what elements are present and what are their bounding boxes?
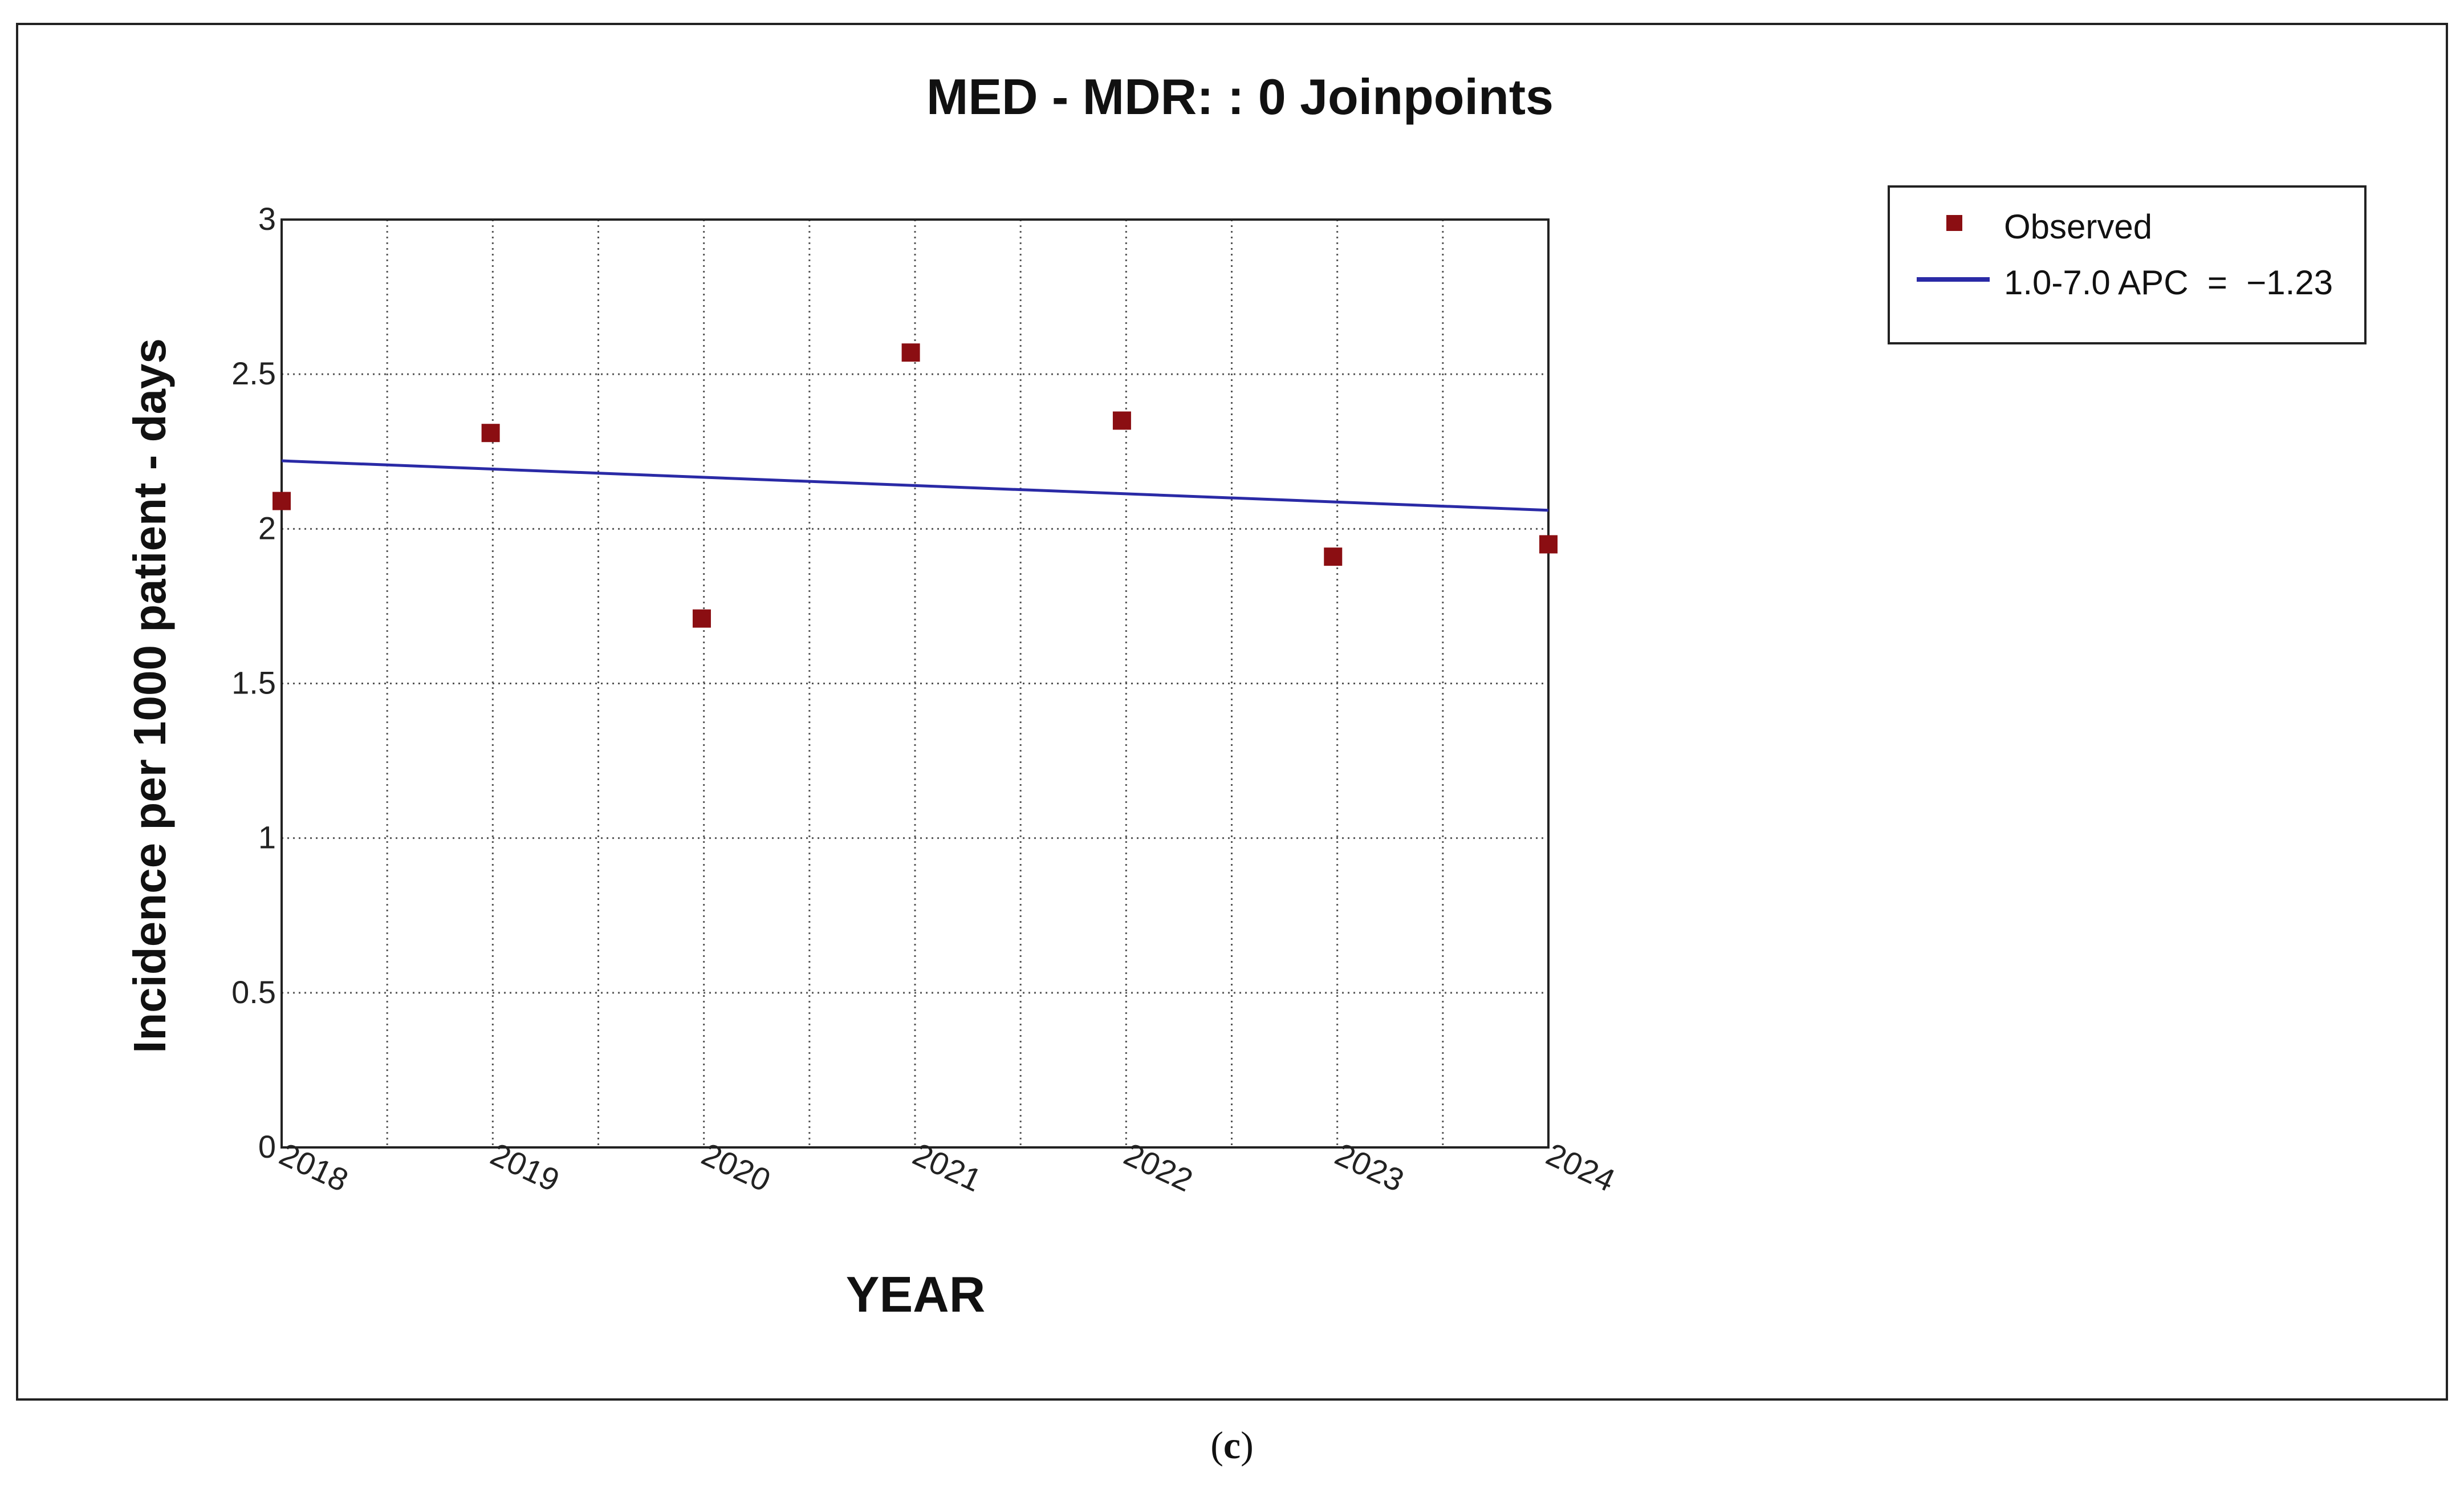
y-tick-label: 0	[258, 1129, 276, 1165]
x-axis-ticks: 2018 2019 2020 2021 2022 2023 2024	[274, 1136, 1621, 1199]
y-tick-label: 0.5	[231, 974, 276, 1010]
x-tick-label: 2023	[1330, 1136, 1410, 1199]
series-layer	[273, 343, 1558, 628]
observed-point	[273, 492, 291, 510]
gridlines	[282, 220, 1548, 1147]
x-tick-label: 2020	[697, 1136, 776, 1199]
legend: Observed 1.0-7.0 APC = −1.23	[1888, 185, 2367, 344]
observed-point	[1539, 535, 1558, 554]
caption-open-paren: (	[1210, 1423, 1223, 1467]
chart-title: MED - MDR: : 0 Joinpoints	[926, 68, 1554, 125]
legend-observed-marker	[1946, 215, 1962, 231]
legend-trend-label: 1.0-7.0 APC = −1.23	[2004, 263, 2333, 302]
y-axis-label: Incidence per 1000 patient - days	[124, 338, 175, 1053]
observed-point	[1112, 411, 1131, 430]
plot-border	[280, 218, 1550, 1149]
y-tick-label: 2	[258, 510, 276, 546]
observed-point	[692, 609, 711, 628]
x-tick-label: 2021	[908, 1136, 987, 1199]
legend-box	[1888, 185, 2367, 344]
y-tick-label: 1.5	[231, 665, 276, 701]
observed-point	[1324, 547, 1343, 566]
y-tick-label: 1	[258, 820, 276, 855]
caption-label: c	[1223, 1423, 1241, 1467]
caption-close-paren: )	[1241, 1423, 1254, 1467]
x-tick-label: 2022	[1119, 1136, 1198, 1199]
trend-line	[281, 459, 1549, 512]
x-tick-label: 2019	[485, 1136, 565, 1199]
y-tick-label: 3	[258, 201, 276, 237]
observed-point	[901, 343, 920, 362]
legend-observed-label: Observed	[2004, 208, 2152, 246]
x-axis-label: YEAR	[846, 1266, 986, 1322]
x-tick-label: 2018	[274, 1136, 354, 1199]
observed-point	[481, 424, 500, 443]
y-tick-label: 2.5	[231, 355, 276, 391]
figure-caption: (c)	[0, 1423, 2464, 1468]
y-axis-ticks: 0 0.5 1 1.5 2 2.5 3	[231, 201, 276, 1165]
x-tick-label: 2024	[1541, 1136, 1621, 1199]
plot-area: 00.511.522.53 2018 2019 2020 2021 2022 2023 20…	[231, 201, 1620, 1199]
